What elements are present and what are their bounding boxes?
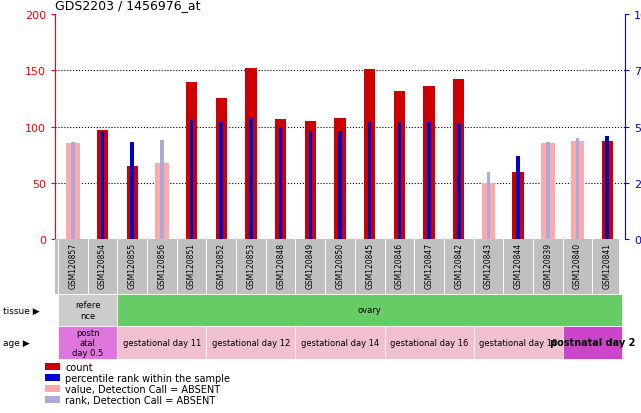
Text: GSM120848: GSM120848	[276, 242, 285, 288]
Bar	[126, 166, 138, 240]
Bar	[45, 396, 60, 403]
Text: refere
nce: refere nce	[75, 301, 101, 320]
Bar	[397, 123, 401, 240]
Text: GSM120840: GSM120840	[573, 242, 582, 288]
Bar	[546, 143, 549, 240]
Text: tissue ▶: tissue ▶	[3, 306, 40, 315]
Bar	[517, 157, 520, 240]
Bar	[190, 121, 194, 240]
Bar	[335, 118, 345, 240]
Text: GSM120854: GSM120854	[98, 242, 107, 288]
Text: gestational day 11: gestational day 11	[122, 338, 201, 347]
Bar	[215, 99, 227, 240]
Bar	[601, 142, 613, 240]
Text: GSM120852: GSM120852	[217, 242, 226, 288]
Bar	[513, 172, 524, 240]
Text: GSM120847: GSM120847	[424, 242, 433, 288]
Text: GSM120841: GSM120841	[603, 242, 612, 288]
Bar	[117, 294, 622, 326]
Bar	[487, 172, 490, 240]
Bar	[219, 123, 223, 240]
Text: GSM120843: GSM120843	[484, 242, 493, 288]
Bar	[394, 91, 405, 240]
Bar	[275, 119, 287, 240]
Bar	[45, 374, 60, 381]
Bar	[66, 144, 79, 240]
Bar	[474, 326, 563, 359]
Bar	[364, 70, 376, 240]
Text: GDS2203 / 1456976_at: GDS2203 / 1456976_at	[55, 0, 201, 12]
Text: GSM120844: GSM120844	[513, 242, 522, 288]
Bar	[368, 123, 372, 240]
Bar	[563, 326, 622, 359]
Text: gestational day 16: gestational day 16	[390, 338, 468, 347]
Bar	[481, 183, 495, 240]
Bar	[246, 69, 256, 240]
Bar	[160, 141, 163, 240]
Text: GSM120850: GSM120850	[335, 242, 344, 288]
Bar	[385, 326, 474, 359]
Text: GSM120845: GSM120845	[365, 242, 374, 288]
Bar	[71, 143, 74, 240]
Text: postnatal day 2: postnatal day 2	[549, 338, 635, 348]
Bar	[130, 143, 134, 240]
Text: GSM120839: GSM120839	[544, 242, 553, 288]
Text: GSM120849: GSM120849	[306, 242, 315, 288]
Text: postn
atal
day 0.5: postn atal day 0.5	[72, 328, 103, 358]
Bar	[58, 294, 117, 326]
Text: age ▶: age ▶	[3, 338, 30, 347]
Bar	[541, 144, 554, 240]
Bar	[424, 87, 435, 240]
Text: GSM120842: GSM120842	[454, 242, 463, 288]
Bar	[338, 132, 342, 240]
Text: GSM120857: GSM120857	[69, 242, 78, 288]
Text: rank, Detection Call = ABSENT: rank, Detection Call = ABSENT	[65, 394, 216, 405]
Bar	[576, 138, 579, 240]
Text: gestational day 14: gestational day 14	[301, 338, 379, 347]
Bar	[249, 118, 253, 240]
Text: ovary: ovary	[358, 306, 381, 315]
Bar	[296, 326, 385, 359]
Text: percentile rank within the sample: percentile rank within the sample	[65, 373, 231, 382]
Text: gestational day 18: gestational day 18	[479, 338, 557, 347]
Bar	[97, 131, 108, 240]
Bar	[428, 123, 431, 240]
Text: GSM120855: GSM120855	[128, 242, 137, 288]
Bar	[45, 385, 60, 392]
Bar	[101, 132, 104, 240]
Bar	[279, 127, 283, 240]
Bar	[206, 326, 296, 359]
Bar	[605, 136, 609, 240]
Text: gestational day 12: gestational day 12	[212, 338, 290, 347]
Bar	[186, 82, 197, 240]
Bar	[308, 132, 312, 240]
Bar	[570, 142, 585, 240]
Bar	[45, 363, 60, 370]
Bar	[457, 125, 460, 240]
Text: GSM120851: GSM120851	[187, 242, 196, 288]
Text: GSM120853: GSM120853	[246, 242, 255, 288]
Text: GSM120856: GSM120856	[158, 242, 167, 288]
Bar	[155, 163, 169, 240]
Bar	[304, 121, 316, 240]
Text: count: count	[65, 362, 93, 372]
Bar	[117, 326, 206, 359]
Text: value, Detection Call = ABSENT: value, Detection Call = ABSENT	[65, 384, 221, 394]
Bar	[453, 80, 464, 240]
Text: GSM120846: GSM120846	[395, 242, 404, 288]
Bar	[58, 326, 117, 359]
